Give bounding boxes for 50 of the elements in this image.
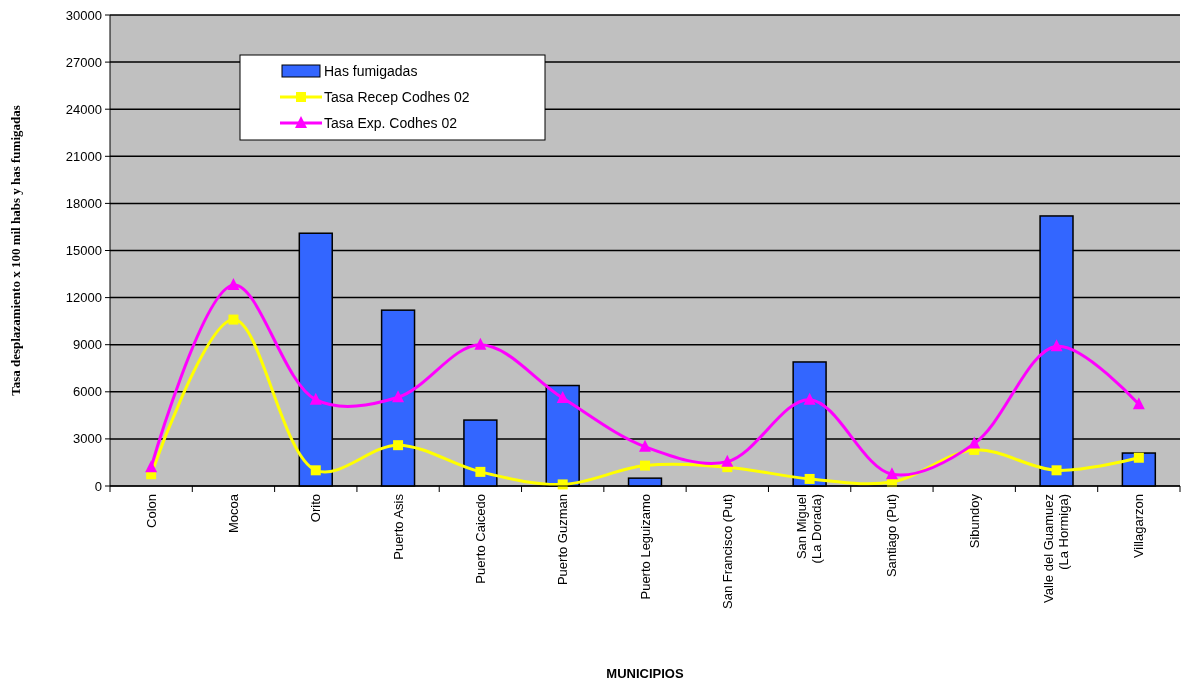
- x-tick-label: Colon: [143, 494, 159, 528]
- point: [556, 391, 569, 404]
- x-tick-label: Puerto Guzman: [555, 494, 571, 586]
- y-tick-label: 9000: [73, 337, 102, 353]
- y-tick-label: 3000: [73, 431, 102, 447]
- x-tick-label: Puerto Asis: [390, 493, 406, 560]
- x-axis-title: MUNICIPIOS: [606, 666, 684, 680]
- y-tick-label: 24000: [65, 101, 102, 117]
- legend-label: Tasa Recep Codhes 02: [324, 88, 470, 105]
- x-tick-label: Mocoa: [226, 493, 242, 534]
- x-tick-label: San Miguel (La Dorada): [794, 493, 825, 564]
- point: [310, 465, 321, 476]
- point: [1132, 397, 1145, 410]
- point: [640, 460, 650, 471]
- x-tick-label: Puerto Caicedo: [472, 494, 488, 584]
- point: [393, 440, 404, 451]
- y-tick-label: 21000: [65, 148, 102, 164]
- y-tick-label: 0: [94, 478, 102, 494]
- point: [227, 278, 240, 291]
- y-axis-title: Tasa desplazamiento x 100 mil habs y has fumigadas: [8, 105, 23, 396]
- y-tick-label: 18000: [65, 195, 102, 211]
- point: [1050, 339, 1063, 352]
- x-tick-label: Puerto Leguizamo: [637, 494, 653, 600]
- x-tick-label: Orito: [308, 494, 324, 523]
- x-tick-label: Sibundoy: [966, 493, 982, 549]
- y-tick-label: 12000: [65, 290, 102, 306]
- point: [228, 314, 239, 325]
- point: [475, 466, 486, 477]
- point: [145, 460, 158, 473]
- point: [803, 392, 816, 405]
- point: [885, 467, 898, 480]
- x-tick-label: Valle del Guamuez (La Hormiga): [1041, 494, 1072, 603]
- point: [392, 390, 405, 403]
- point: [474, 337, 487, 350]
- y-tick-label: 15000: [65, 243, 102, 259]
- point: [1051, 465, 1062, 476]
- legend-label: Tasa Exp. Codhes 02: [324, 114, 458, 131]
- point: [309, 392, 322, 405]
- point: [721, 454, 734, 467]
- point: [639, 439, 651, 452]
- y-tick-label: 27000: [65, 54, 102, 70]
- x-tick-label: San Francisco (Put): [719, 494, 735, 609]
- point: [804, 473, 815, 484]
- x-tick-label: Santiago (Put): [884, 494, 900, 578]
- point: [1133, 452, 1144, 463]
- x-tick-label: Villagarzon: [1131, 494, 1147, 559]
- point: [968, 436, 981, 449]
- y-tick-label: 6000: [73, 384, 102, 400]
- y-tick-label: 30000: [65, 7, 102, 23]
- legend-label: Has fumigadas: [324, 62, 418, 79]
